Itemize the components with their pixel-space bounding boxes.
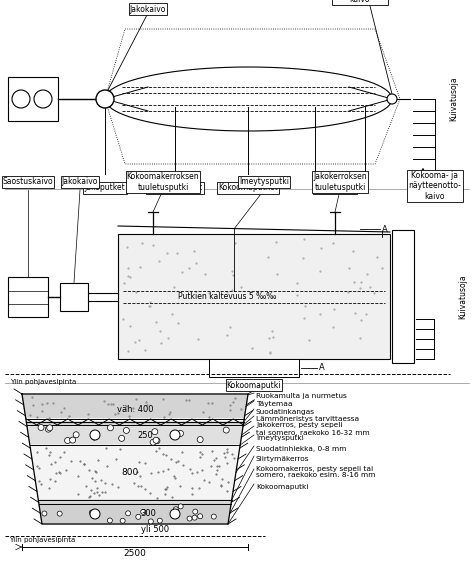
Circle shape xyxy=(211,514,216,519)
Text: Kuivatusoja: Kuivatusoja xyxy=(449,76,458,122)
Circle shape xyxy=(38,424,44,430)
Circle shape xyxy=(154,438,160,444)
Text: Jakokaivo: Jakokaivo xyxy=(62,178,98,186)
Circle shape xyxy=(12,90,30,108)
Circle shape xyxy=(193,509,198,514)
Text: Jakokerros, pesty sepeli
tai somero, raekoko 16-32 mm: Jakokerros, pesty sepeli tai somero, rae… xyxy=(256,423,370,435)
Text: 800: 800 xyxy=(121,468,138,477)
Text: Kuivatusoja: Kuivatusoja xyxy=(458,274,467,319)
FancyBboxPatch shape xyxy=(8,277,48,317)
Text: Suodatinkangas: Suodatinkangas xyxy=(256,409,315,415)
Text: Lämmöneristys tarvittaessa: Lämmöneristys tarvittaessa xyxy=(256,416,359,422)
Circle shape xyxy=(170,430,180,440)
Circle shape xyxy=(90,509,100,519)
Circle shape xyxy=(141,510,146,514)
Text: Kokooma- ja
näytteenotto-
kaivo: Kokooma- ja näytteenotto- kaivo xyxy=(334,0,386,4)
Circle shape xyxy=(178,504,183,509)
Text: Kokooma- ja
näytteenotto-
kaivo: Kokooma- ja näytteenotto- kaivo xyxy=(409,171,461,201)
Circle shape xyxy=(148,519,153,524)
Polygon shape xyxy=(39,504,231,524)
FancyBboxPatch shape xyxy=(118,234,390,359)
Circle shape xyxy=(57,511,62,516)
Circle shape xyxy=(94,431,100,438)
Text: Purkuputki: Purkuputki xyxy=(314,184,356,192)
Text: Imeytysputki: Imeytysputki xyxy=(239,178,289,186)
Polygon shape xyxy=(22,394,248,419)
Text: väh. 400: väh. 400 xyxy=(117,405,153,414)
Circle shape xyxy=(90,430,100,440)
FancyBboxPatch shape xyxy=(60,283,88,310)
Circle shape xyxy=(152,428,158,435)
Polygon shape xyxy=(27,422,244,425)
Circle shape xyxy=(173,507,178,512)
Circle shape xyxy=(46,426,51,432)
Polygon shape xyxy=(38,500,232,504)
Circle shape xyxy=(70,437,76,443)
Circle shape xyxy=(187,516,192,521)
Polygon shape xyxy=(30,445,240,500)
Circle shape xyxy=(118,435,125,441)
Text: A: A xyxy=(319,364,325,372)
Circle shape xyxy=(34,90,52,108)
Circle shape xyxy=(136,514,141,519)
Circle shape xyxy=(126,511,130,516)
FancyBboxPatch shape xyxy=(8,77,58,121)
Circle shape xyxy=(90,510,94,515)
Text: Imeytysputket: Imeytysputket xyxy=(147,184,202,192)
Polygon shape xyxy=(105,67,392,131)
Circle shape xyxy=(387,94,397,104)
Polygon shape xyxy=(26,419,244,422)
Text: Kokoomaputki: Kokoomaputki xyxy=(227,380,281,390)
Text: Jakokaivo: Jakokaivo xyxy=(130,5,166,13)
Text: Jakoputket: Jakoputket xyxy=(85,184,126,192)
Text: 250: 250 xyxy=(137,431,153,439)
Circle shape xyxy=(123,427,129,434)
Text: Kokoomakerroksen
tuuletusputki: Kokoomakerroksen tuuletusputki xyxy=(127,173,199,192)
Text: Imeytysputki: Imeytysputki xyxy=(256,435,304,441)
Circle shape xyxy=(223,427,229,433)
Circle shape xyxy=(96,90,114,108)
Text: Kokoomaputket: Kokoomaputket xyxy=(218,184,278,192)
Text: Ylin pohjavesipinta: Ylin pohjavesipinta xyxy=(9,537,75,543)
Text: Kokoomakerros, pesty sepeli tai
somero, raekoko esim. 8-16 mm: Kokoomakerros, pesty sepeli tai somero, … xyxy=(256,466,375,478)
Circle shape xyxy=(150,439,156,445)
Circle shape xyxy=(192,515,197,520)
Text: Täytemaa: Täytemaa xyxy=(256,401,292,407)
Text: Ylin pohjavesipinta: Ylin pohjavesipinta xyxy=(10,379,76,385)
Circle shape xyxy=(177,430,183,437)
Text: yli 500: yli 500 xyxy=(141,526,169,534)
Text: Saostuskaivo: Saostuskaivo xyxy=(3,178,53,186)
Circle shape xyxy=(91,434,97,440)
Text: Jakokerroksen
tuuletusputki: Jakokerroksen tuuletusputki xyxy=(313,173,367,192)
Circle shape xyxy=(197,437,203,442)
Circle shape xyxy=(157,518,162,523)
Circle shape xyxy=(120,518,125,523)
Circle shape xyxy=(198,514,203,519)
Polygon shape xyxy=(27,425,243,445)
Text: Ruokamulta ja nurmetus: Ruokamulta ja nurmetus xyxy=(256,393,347,399)
Circle shape xyxy=(64,438,71,444)
Text: A: A xyxy=(382,225,388,233)
Text: Kokoomaputki: Kokoomaputki xyxy=(256,484,309,490)
Text: Putkien kaltevuus 5 ‰‰: Putkien kaltevuus 5 ‰‰ xyxy=(178,292,276,301)
Text: Siirtymäkerros: Siirtymäkerros xyxy=(256,456,310,462)
Circle shape xyxy=(153,437,159,444)
Circle shape xyxy=(42,511,47,516)
Circle shape xyxy=(170,509,180,519)
FancyBboxPatch shape xyxy=(209,359,299,377)
Circle shape xyxy=(108,425,113,431)
Text: Suodatinhiekka, 0-8 mm: Suodatinhiekka, 0-8 mm xyxy=(256,446,346,452)
FancyBboxPatch shape xyxy=(392,230,414,363)
Text: 2500: 2500 xyxy=(124,548,146,558)
Text: 300: 300 xyxy=(140,510,156,519)
Circle shape xyxy=(47,425,53,431)
Circle shape xyxy=(108,518,112,523)
Circle shape xyxy=(73,432,79,438)
